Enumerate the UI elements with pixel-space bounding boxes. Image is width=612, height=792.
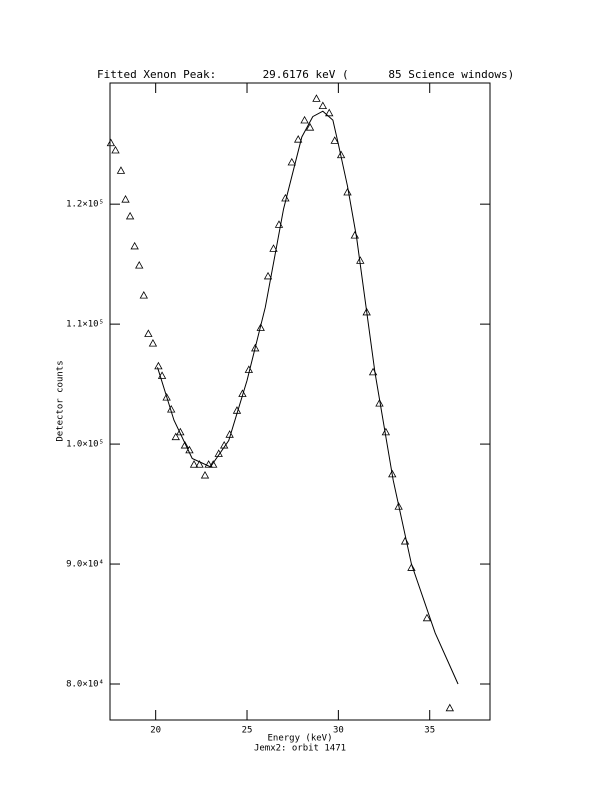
data-point [162, 392, 171, 401]
chart-title: Fitted Xenon Peak: 29.6176 keV ( 85 Scie… [97, 68, 514, 81]
y-tick-label: 8.0×10⁴ [66, 680, 104, 690]
data-point [121, 195, 130, 203]
plot-frame [109, 82, 491, 721]
data-point [330, 136, 339, 144]
fit-line [157, 110, 459, 685]
data-point [312, 94, 321, 102]
data-point [180, 440, 190, 449]
y-tick-label: 1.0×10⁵ [66, 440, 104, 450]
data-point [305, 123, 315, 131]
data-point [139, 291, 148, 299]
data-point [422, 613, 432, 622]
data-point [148, 338, 158, 347]
data-point [343, 187, 352, 196]
data-point [125, 211, 135, 220]
x-tick-label: 30 [333, 726, 344, 736]
y-axis-label: Detector counts [56, 360, 66, 441]
x-tick-label: 35 [424, 726, 435, 736]
data-point [287, 157, 296, 166]
data-point [318, 101, 328, 109]
subtitle: Jemx2: orbit 1471 [254, 744, 346, 754]
data-point [293, 135, 303, 143]
data-point [189, 460, 199, 468]
data-point [106, 138, 116, 147]
y-tick-label: 1.1×10⁵ [66, 320, 104, 330]
data-point [251, 343, 260, 352]
data-point [176, 427, 185, 436]
y-tick-label: 9.0×10⁴ [66, 560, 104, 570]
data-point [209, 460, 218, 468]
x-tick-label: 25 [242, 726, 253, 736]
x-axis-label: Energy (keV) [267, 734, 332, 744]
y-tick-label: 1.2×10⁵ [66, 200, 104, 210]
data-point [394, 502, 403, 510]
data-point [445, 703, 454, 712]
data-point [300, 115, 309, 124]
data-point [407, 563, 416, 571]
data-point [171, 432, 180, 441]
data-point [263, 271, 273, 280]
data-point [144, 329, 153, 337]
x-tick-label: 20 [150, 726, 161, 736]
data-point [130, 241, 139, 250]
data-point [325, 108, 334, 117]
data-point [111, 145, 120, 154]
data-point [256, 323, 265, 331]
data-point [195, 460, 204, 468]
data-point [269, 244, 278, 252]
data-point [375, 398, 384, 407]
data-point [200, 470, 210, 479]
data-point [116, 166, 126, 174]
data-point [204, 460, 213, 468]
data-point [135, 261, 144, 269]
